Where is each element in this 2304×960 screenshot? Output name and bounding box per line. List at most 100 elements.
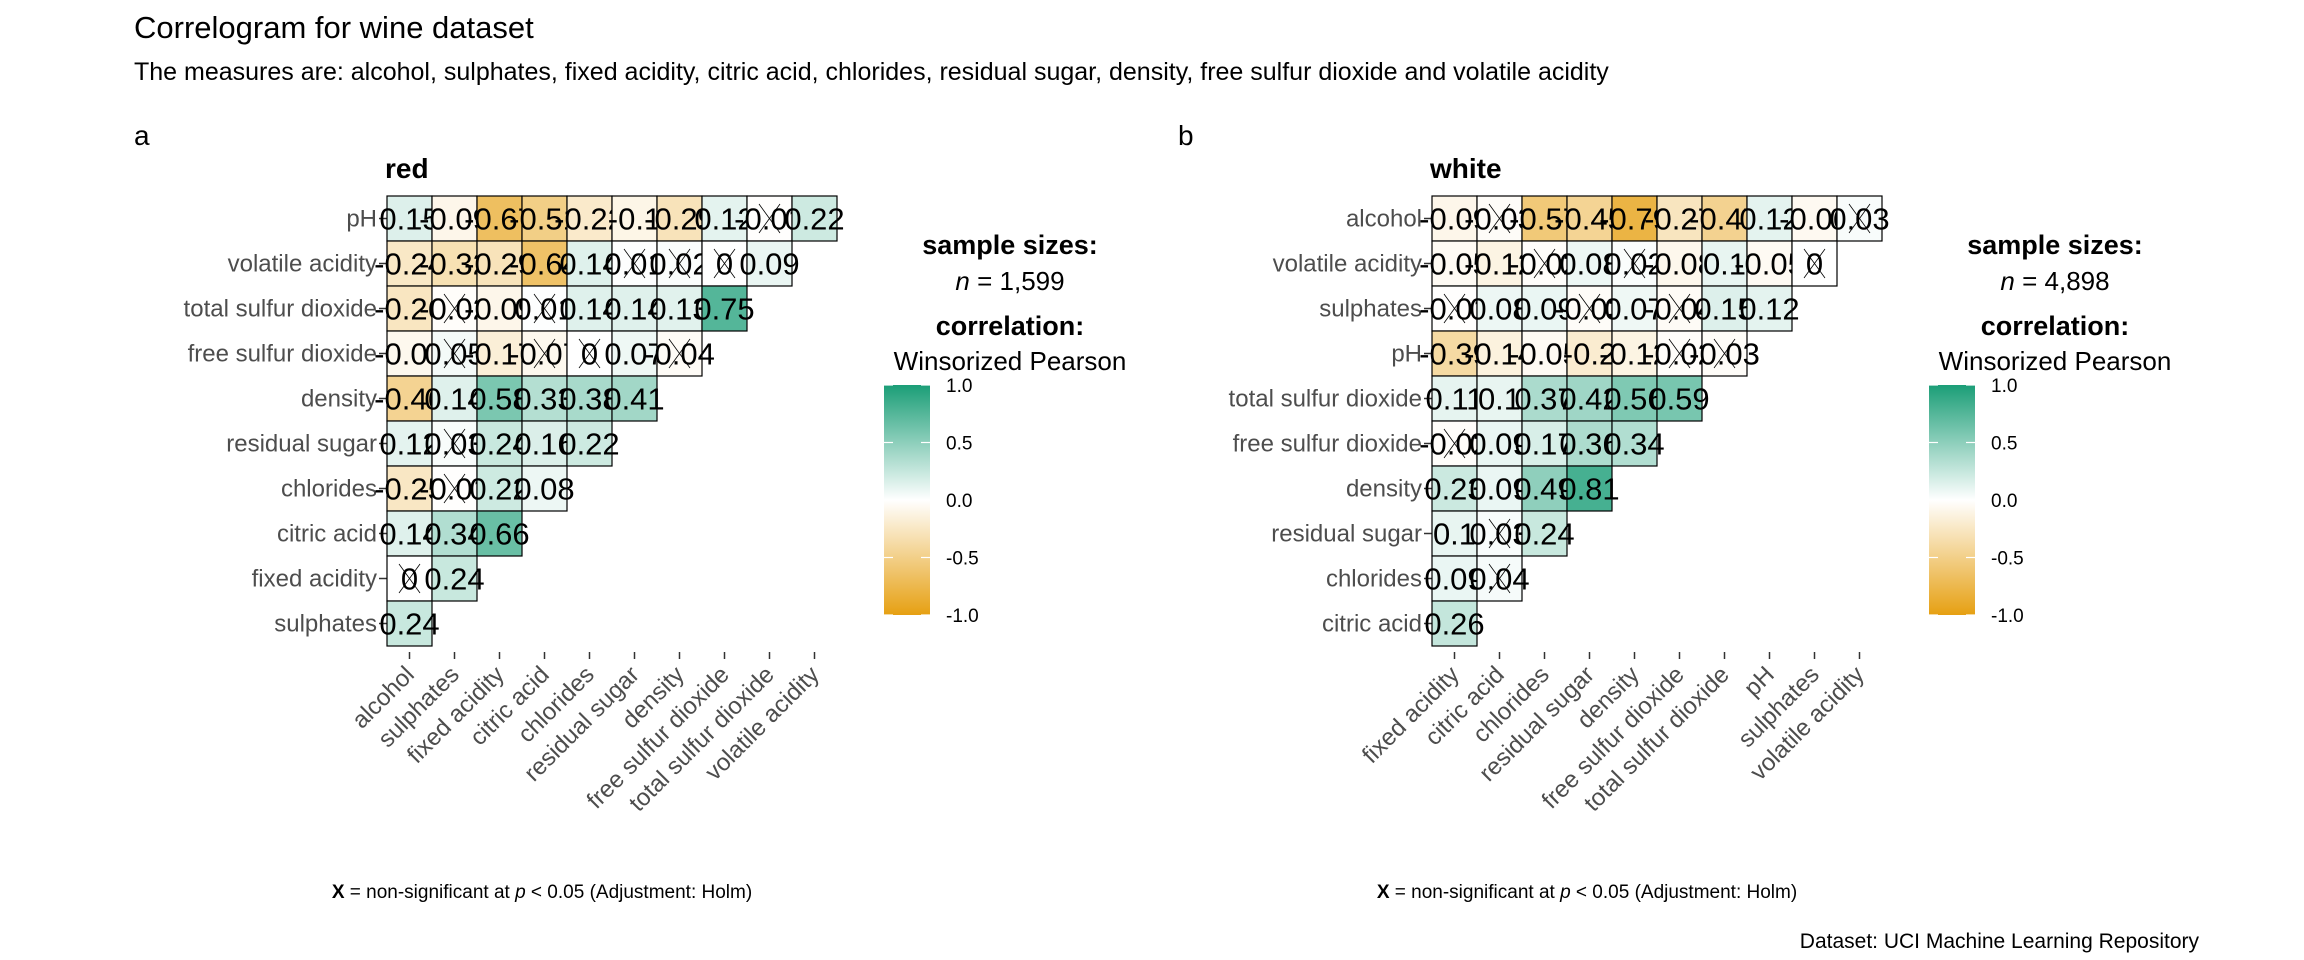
cell-fill xyxy=(476,240,523,287)
y-tick-label: chlorides xyxy=(281,476,377,503)
cell-fill xyxy=(1566,195,1613,242)
legend: sample sizes: n = 1,599 correlation: Winsor… xyxy=(884,230,1126,627)
cell-value-label: 0 xyxy=(581,337,598,372)
cell-value-label: 0.42 xyxy=(1559,382,1619,417)
dataset-caption: Dataset: UCI Machine Learning Repository xyxy=(1799,930,2199,953)
heatmap-cell: 0.24 xyxy=(379,600,440,647)
cell-value-label: 0.58 xyxy=(469,382,529,417)
cell-value-label: 0.75 xyxy=(694,292,754,327)
heatmap-cell: 0.24 xyxy=(424,555,485,602)
heatmap-cell: -0.2 xyxy=(1563,330,1616,377)
colorbar-tick-label: 0.5 xyxy=(1991,434,2017,455)
y-tick-label: free sulfur dioxide xyxy=(188,341,377,368)
cell-fill xyxy=(1611,195,1658,242)
nonsignificant-cross-icon xyxy=(668,248,691,279)
heatmap-cell: 0.22 xyxy=(469,465,530,512)
cell-value-label: -0.04 xyxy=(644,337,715,372)
heatmap-cell: 0.33 xyxy=(514,375,575,422)
heatmap-cell: 0.07 xyxy=(1604,285,1665,332)
nonsignificant-cross-icon xyxy=(443,338,466,369)
heatmap-cell: 0.15 xyxy=(1694,285,1755,332)
cell-fill xyxy=(1566,420,1613,467)
cell-fill xyxy=(1611,285,1658,332)
cell-value-label: 0.07 xyxy=(1604,292,1664,327)
cell-fill xyxy=(431,555,478,602)
cell-value-label: -0.03 xyxy=(1689,337,1760,372)
heatmap-cell: 0.81 xyxy=(1559,465,1620,512)
heatmap-cell: 0.14 xyxy=(559,240,620,287)
legend-sample-size: n = 4,898 xyxy=(2000,266,2109,296)
colorbar-tick-label: -1.0 xyxy=(1991,606,2024,627)
cell-value-label: 0.15 xyxy=(1694,292,1754,327)
cell-fill xyxy=(1701,240,1748,287)
heatmap-cell: 0.13 xyxy=(649,285,710,332)
cell-value-label: 0.05 xyxy=(424,337,484,372)
heatmap-cell: 0.24 xyxy=(1514,510,1575,557)
cell-value-label: 0.09 xyxy=(1469,472,1529,507)
heatmap-cell: 0.09 xyxy=(1469,420,1530,467)
y-tick-label: sulphates xyxy=(1319,296,1422,323)
heatmap-cell: 0.16 xyxy=(514,420,575,467)
cell-value-label: 0.17 xyxy=(1514,427,1574,462)
cell-value-label: 0.01 xyxy=(604,247,664,282)
cell-value-label: 0.12 xyxy=(379,427,439,462)
cell-value-label: 0 xyxy=(401,562,418,597)
cell-fill xyxy=(1611,330,1658,377)
legend-sample-heading: sample sizes: xyxy=(1967,230,2143,260)
cell-value-label: 0.56 xyxy=(1604,382,1664,417)
cell-value-label: 0.23 xyxy=(1424,472,1484,507)
nonsignificant-cross-icon xyxy=(443,293,466,324)
nonsignificant-cross-icon xyxy=(1488,518,1511,549)
legend-method: Winsorized Pearson xyxy=(894,346,1127,376)
cell-fill xyxy=(386,195,433,242)
cell-value-label: 0.24 xyxy=(424,562,484,597)
y-tick-label: total sulfur dioxide xyxy=(1229,386,1422,413)
heatmap-cell: 0.08 xyxy=(514,465,575,512)
cell-fill xyxy=(386,330,433,377)
heatmap-cell: -0.01 xyxy=(419,465,490,512)
cell-fill xyxy=(566,240,613,287)
cell-value-label: 0.37 xyxy=(1514,382,1574,417)
heatmap-cell: 0.01 xyxy=(514,285,575,332)
y-tick-label: alcohol xyxy=(1346,206,1422,233)
heatmap-cell: 0.09 xyxy=(1514,285,1575,332)
cell-value-label: 0.03 xyxy=(424,427,484,462)
heatmap-cell: 0.12 xyxy=(1739,285,1800,332)
heatmap-cell: 0.56 xyxy=(1604,375,1665,422)
cell-fill xyxy=(1476,420,1523,467)
heatmap-cell: 0.1 xyxy=(1701,240,1748,287)
cell-fill xyxy=(476,465,523,512)
heatmap-cell: 0.09 xyxy=(1469,465,1530,512)
nonsignificant-cross-icon xyxy=(1443,428,1466,459)
cell-value-label: 0.14 xyxy=(604,292,664,327)
y-tick-label: citric acid xyxy=(277,521,377,548)
y-tick-label: total sulfur dioxide xyxy=(184,296,377,323)
cell-value-label: 0.34 xyxy=(1604,427,1664,462)
cell-value-label: 0.14 xyxy=(559,247,619,282)
heatmap-cell: -0.03 xyxy=(1689,330,1760,377)
y-tick-label: citric acid xyxy=(1322,611,1422,638)
cell-fill xyxy=(1566,240,1613,287)
cell-value-label: 0.14 xyxy=(379,517,439,552)
nonsignificant-cross-icon xyxy=(1848,203,1871,234)
nonsignificant-cross-icon xyxy=(533,293,556,324)
heatmap-cell: -0.04 xyxy=(644,330,715,377)
heatmap-cell: 0.09 xyxy=(739,240,800,287)
heatmap-cell: 0 xyxy=(1791,240,1838,287)
cell-value-label: 0.1 xyxy=(1433,517,1476,552)
legend-sample-size: n = 1,599 xyxy=(955,266,1064,296)
cell-fill xyxy=(566,420,613,467)
significance-footnote: X = non-significant at p < 0.05 (Adjustm… xyxy=(1377,882,1797,903)
cell-value-label: 0.03 xyxy=(1829,202,1889,237)
heatmap-cell: 0.42 xyxy=(1559,375,1620,422)
heatmap-cell: 0.36 xyxy=(1559,420,1620,467)
cell-fill xyxy=(1656,375,1703,422)
colorbar-tick-label: 0.0 xyxy=(946,491,972,512)
heatmap-cell: 0.26 xyxy=(1424,600,1485,647)
cell-value-label: 0.12 xyxy=(1739,292,1799,327)
heatmap-cell: 0.34 xyxy=(424,510,485,557)
colorbar-tick-label: -0.5 xyxy=(1991,549,2024,570)
heatmap-cell: 0.17 xyxy=(1514,420,1575,467)
y-tick-label: density xyxy=(301,386,377,413)
